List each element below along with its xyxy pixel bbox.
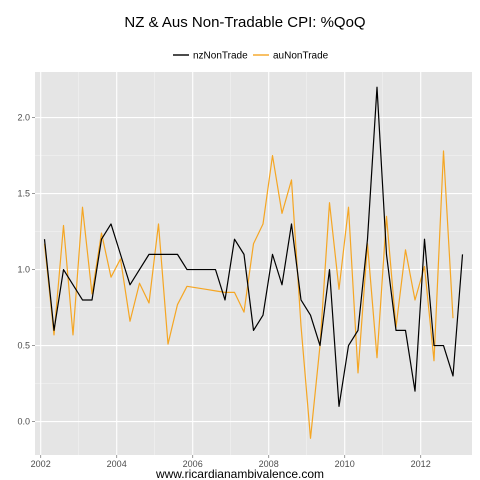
x-tick-label: 2002 (31, 459, 51, 469)
axes: 0.0 0.5 1.0 1.5 2.0 2002 2004 2006 2008 2010 2012 (17, 113, 430, 469)
x-tick-label: 2004 (107, 459, 127, 469)
x-tick-label: 2010 (335, 459, 355, 469)
plot-panel (35, 72, 472, 455)
legend-label-nz: nzNonTrade (193, 51, 248, 62)
footer-watermark: www.ricardianambivalence.com (155, 467, 324, 480)
legend-label-au: auNonTrade (273, 51, 329, 62)
y-tick-label: 0.0 (17, 417, 30, 427)
series-line-nzNonTrade (43, 86, 464, 407)
y-tick-label: 1.0 (17, 265, 30, 275)
chart-title: NZ & Aus Non-Tradable CPI: %QoQ (124, 14, 365, 31)
y-tick-label: 1.5 (17, 189, 30, 199)
x-tick-label: 2006 (183, 459, 203, 469)
x-tick-label: 2012 (411, 459, 431, 469)
y-tick-label: 0.5 (17, 341, 30, 351)
y-tick-label: 2.0 (17, 113, 30, 123)
legend: nzNonTrade auNonTrade (173, 51, 329, 62)
series-line-auNonTrade (43, 150, 454, 439)
series-layer (43, 86, 464, 439)
x-tick-label: 2008 (259, 459, 279, 469)
